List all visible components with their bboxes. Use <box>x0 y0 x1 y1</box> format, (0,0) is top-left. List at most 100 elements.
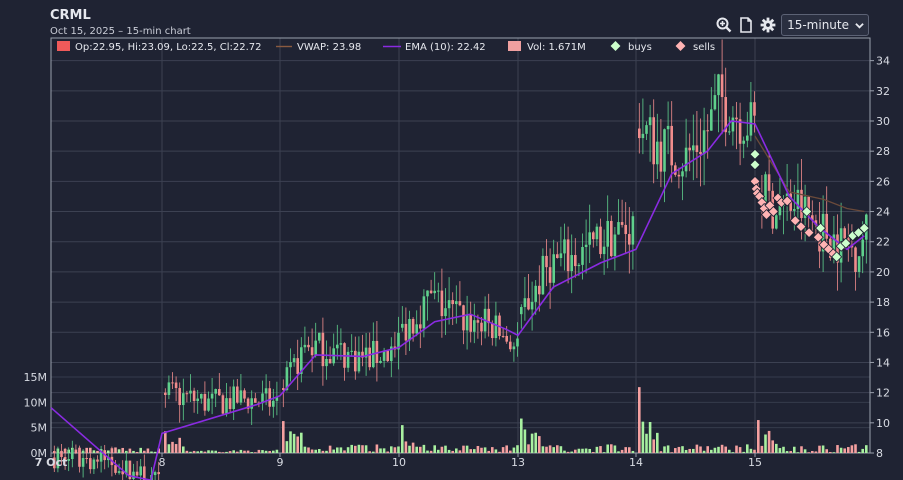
volume-bar <box>404 441 408 453</box>
legend-vol: Vol: 1.671M <box>527 42 586 53</box>
candle <box>814 220 818 225</box>
volume-bar <box>796 452 800 453</box>
candle <box>767 174 771 191</box>
volume-bar <box>666 445 670 453</box>
volume-bar <box>458 450 462 453</box>
candle <box>695 145 699 152</box>
volume-bar <box>143 450 146 453</box>
volume-bar <box>713 447 717 453</box>
volume-bar <box>570 451 573 453</box>
candle <box>354 350 357 372</box>
volume-bar <box>96 450 99 453</box>
volume-bar <box>782 446 785 453</box>
candle <box>599 226 602 255</box>
volume-bar <box>807 452 810 453</box>
candle <box>207 398 210 411</box>
candle <box>221 395 225 414</box>
volume-bar <box>332 449 335 453</box>
candle <box>455 301 458 305</box>
volume-bar <box>401 425 404 453</box>
legend-vol-swatch <box>508 41 521 51</box>
volume-bar <box>861 448 864 453</box>
candle <box>56 453 60 469</box>
gear-icon[interactable] <box>759 16 777 34</box>
candle <box>469 314 472 332</box>
volume-bar <box>512 447 516 453</box>
volume-bar <box>171 441 174 453</box>
volume-bar <box>793 446 796 453</box>
volume-tick-label: 10M <box>24 396 48 409</box>
document-icon[interactable] <box>737 16 755 34</box>
volume-bar <box>811 450 814 453</box>
zoom-icon[interactable] <box>715 16 733 34</box>
candle <box>746 135 749 141</box>
candle <box>268 388 271 407</box>
volume-bar <box>250 452 253 453</box>
legend-sells-swatch <box>675 41 686 51</box>
candle <box>282 388 285 390</box>
volume-bar <box>354 445 357 453</box>
candle <box>516 338 519 347</box>
candle <box>538 285 541 295</box>
volume-bar <box>847 447 850 453</box>
candle <box>60 453 63 457</box>
candle <box>203 393 207 411</box>
volume-bar <box>200 450 203 453</box>
volume-bar <box>314 449 317 453</box>
candle <box>89 458 92 470</box>
volume-bar <box>702 450 706 453</box>
candle <box>656 141 659 165</box>
buy-marker <box>831 251 843 263</box>
volume-bar <box>261 450 264 453</box>
candle <box>71 449 74 460</box>
candle <box>677 174 681 177</box>
volume-bar <box>318 449 321 453</box>
volume-bar <box>865 445 868 453</box>
volume-bar <box>749 448 753 453</box>
chevron-down-icon <box>855 22 864 29</box>
candle <box>325 358 328 367</box>
volume-bar <box>821 445 825 453</box>
volume-bar <box>228 451 232 453</box>
volume-bar <box>390 446 393 453</box>
candle <box>451 300 454 305</box>
volume-bar <box>132 450 135 453</box>
legend-vwap: VWAP: 23.98 <box>297 42 361 53</box>
candle <box>742 140 745 144</box>
candle <box>132 471 135 479</box>
volume-bar <box>357 444 361 453</box>
volume-bar <box>520 418 523 453</box>
candle <box>731 117 735 132</box>
volume-bar <box>771 440 774 453</box>
candle <box>631 216 635 245</box>
price-tick-label: 16 <box>876 326 890 339</box>
volume-bar <box>243 450 246 453</box>
candle <box>595 226 599 240</box>
buy-marker <box>858 222 870 234</box>
volume-bar <box>150 451 153 453</box>
volume-bar <box>684 449 688 453</box>
volume-bar <box>307 447 310 453</box>
candle <box>821 213 825 252</box>
trade-markers <box>749 148 870 263</box>
volume-bar <box>268 450 271 453</box>
volume-bar <box>114 447 117 453</box>
volume-bar <box>429 450 433 453</box>
legend-buys-swatch <box>610 41 621 51</box>
volume-bar <box>710 449 713 453</box>
candle <box>494 315 498 339</box>
interval-select[interactable]: 15-minute <box>781 14 869 36</box>
candle <box>67 459 70 461</box>
legend-ohlc: Op:22.95, Hi:23.09, Lo:22.5, Cl:22.72 <box>75 42 262 53</box>
candle <box>530 301 534 310</box>
candle <box>641 133 645 139</box>
volume-bar <box>480 447 483 453</box>
candle <box>239 390 243 403</box>
candle <box>192 390 196 402</box>
volume-bar <box>724 446 727 453</box>
candle <box>681 171 684 177</box>
candle <box>429 290 433 294</box>
candle <box>803 196 807 219</box>
volume-bar <box>422 444 426 453</box>
